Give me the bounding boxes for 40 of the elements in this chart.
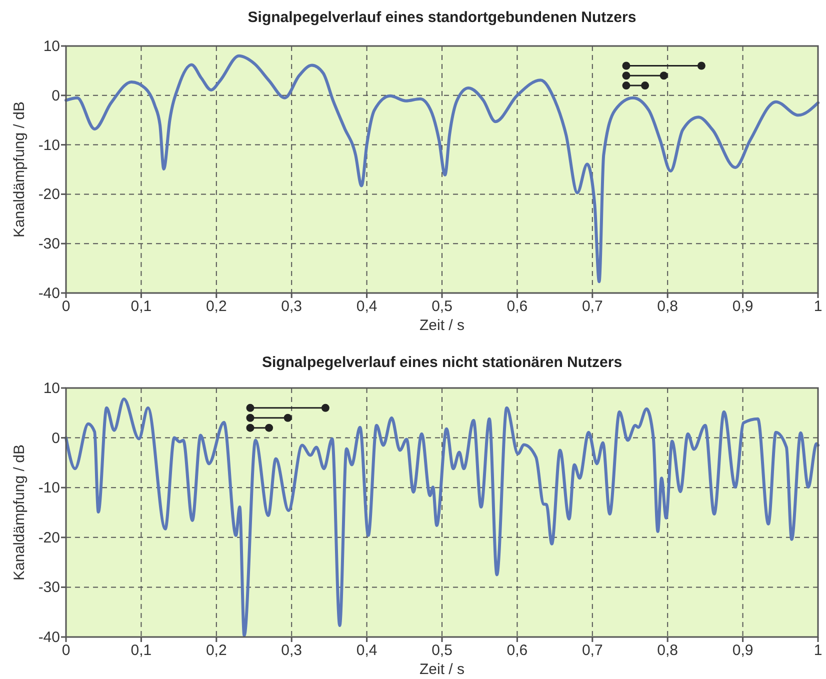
x-tick-label: 0,6 <box>506 642 528 659</box>
y-tick-label: -10 <box>38 480 60 497</box>
x-tick-label: 1 <box>814 642 822 659</box>
y-tick-label: 10 <box>43 380 60 397</box>
x-tick-label: 0,5 <box>432 298 452 315</box>
y-tick-label: 0 <box>52 87 60 104</box>
x-tick-label: 0,7 <box>582 642 603 659</box>
x-tick-label: 0,2 <box>206 642 227 659</box>
x-tick-label: 0,8 <box>657 298 678 315</box>
x-tick-label: 0,2 <box>206 298 227 315</box>
x-tick-label: 1 <box>814 298 822 315</box>
x-tick-label: 0,4 <box>356 642 378 659</box>
chart-title: Signalpegelverlauf eines standortgebundenen Nutzers <box>248 9 636 26</box>
x-tick-label: 0,4 <box>356 298 378 315</box>
y-tick-label: 0 <box>52 430 60 447</box>
y-tick-label: -40 <box>38 629 60 646</box>
y-tick-label: -30 <box>38 579 60 596</box>
x-tick-label: 0,9 <box>732 298 754 315</box>
y-tick-label: -20 <box>38 529 60 546</box>
x-tick-label: 0,6 <box>506 298 528 315</box>
y-axis-title: Kanaldämpfung / dB <box>11 102 28 238</box>
y-tick-label: -10 <box>38 136 60 154</box>
x-tick-label: 0,1 <box>130 298 152 315</box>
x-tick-label: 0,1 <box>130 642 152 659</box>
y-tick-label: 10 <box>43 38 60 55</box>
x-tick-label: 0,9 <box>732 642 754 659</box>
y-tick-label: -40 <box>38 285 60 302</box>
x-tick-label: 0,5 <box>432 642 452 659</box>
x-tick-label: 0,3 <box>281 298 302 315</box>
x-tick-label: 0,3 <box>281 642 302 659</box>
y-tick-label: -20 <box>38 186 60 204</box>
line-series <box>64 397 820 638</box>
x-tick-label: 0,8 <box>657 642 678 659</box>
line-series <box>64 54 820 284</box>
y-tick-label: -30 <box>38 236 60 253</box>
x-axis-title: Zeit / s <box>419 317 465 334</box>
x-axis-title: Zeit / s <box>419 661 465 678</box>
chart-title: Signalpegelverlauf eines nicht stationären Nutzers <box>262 354 622 371</box>
y-axis-title: Kanaldämpfung / dB <box>11 444 28 580</box>
x-tick-label: 0,7 <box>582 298 603 315</box>
